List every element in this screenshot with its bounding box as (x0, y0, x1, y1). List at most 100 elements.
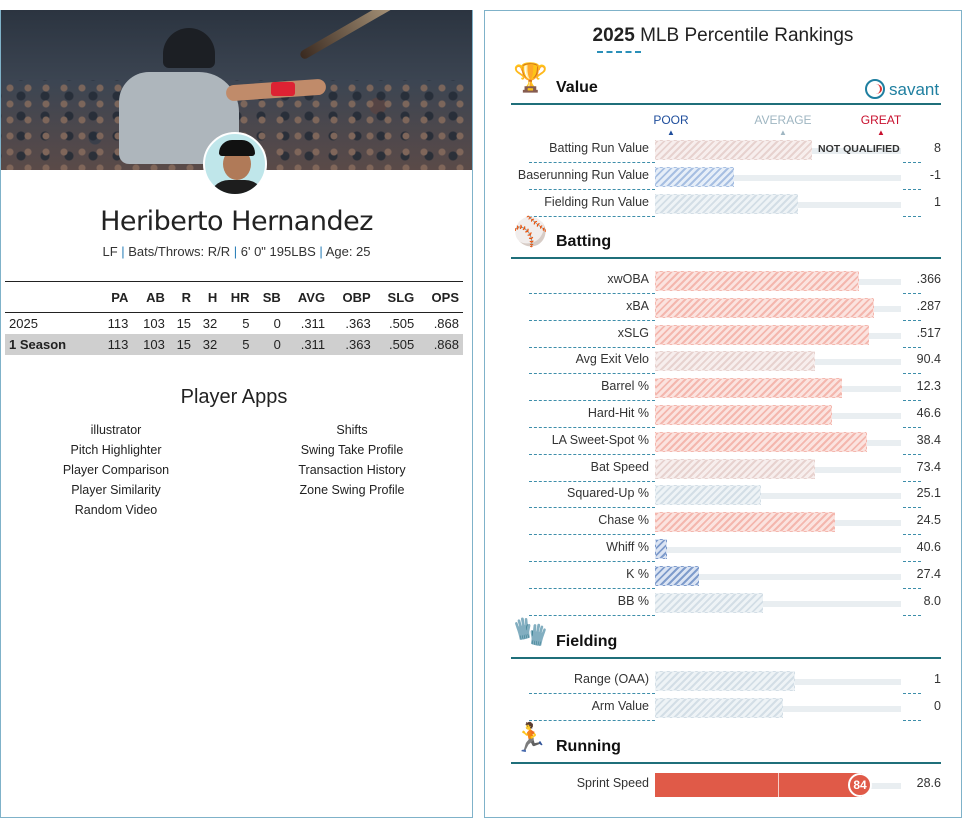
stats-cell: 2025 (9, 315, 38, 331)
percentile-bar (655, 773, 862, 797)
percentile-bar (655, 458, 815, 479)
metric-value: .287 (916, 298, 941, 313)
metric-row[interactable]: Bat Speed 73.4 (485, 455, 961, 482)
metric-value: 24.5 (916, 513, 941, 528)
stats-cell: 5 (242, 315, 250, 331)
metric-row[interactable]: Fielding Run Value 1 (485, 190, 961, 217)
player-headshot (203, 132, 267, 196)
metric-row[interactable]: Avg Exit Velo 90.4 (485, 347, 961, 375)
metric-row[interactable]: Chase % 24.5 (485, 508, 961, 536)
stats-cell: 103 (132, 333, 169, 355)
metric-row[interactable]: Whiff % 40.6 (485, 535, 961, 562)
section-divider (511, 103, 941, 105)
stats-header-cell: R (168, 281, 196, 313)
metric-label: Whiff % (606, 540, 649, 554)
app-link-zone-swing-profile[interactable]: Zone Swing Profile (299, 483, 405, 497)
batter-icon: ⚾ (513, 216, 548, 247)
metric-row[interactable]: Range (OAA) 1 (485, 667, 961, 694)
app-link-transaction-history[interactable]: Transaction History (298, 463, 406, 477)
metric-label: xSLG (617, 325, 649, 340)
metric-label: Arm Value (591, 698, 649, 713)
stats-cell: 5 (221, 333, 254, 355)
stats-cell: 32 (202, 315, 218, 331)
section-divider (511, 762, 941, 764)
savant-logo[interactable]: savant (865, 79, 939, 100)
metric-row[interactable]: Squared-Up % 25.1 (485, 481, 961, 509)
metric-value: 46.6 (916, 406, 941, 420)
metric-label: LA Sweet-Spot % (551, 432, 649, 447)
app-link-player-comparison[interactable]: Player Comparison (62, 463, 170, 477)
great-marker-icon: ▲ (877, 128, 885, 137)
percentile-track (655, 174, 901, 181)
metric-label: Barrel % (601, 379, 649, 394)
player-bio: LF | Bats/Throws: R/R | 6' 0" 195LBS | A… (102, 244, 371, 259)
metric-label: K % (626, 566, 649, 581)
percentile-bar (655, 324, 869, 345)
stats-header-cell (5, 281, 98, 313)
percentile-bar (655, 405, 832, 425)
percentile-bar (655, 378, 842, 399)
metric-label: Chase % (598, 513, 649, 528)
metric-row[interactable]: Barrel % 12.3 (485, 374, 961, 402)
metric-row[interactable]: K % 27.4 (485, 562, 961, 589)
stats-cell: .868 (433, 315, 459, 331)
metric-value: 8 (934, 141, 941, 155)
player-card: Heriberto Hernandez LF | Bats/Throws: R/… (0, 10, 473, 818)
app-link-player-similarity[interactable]: Player Similarity (71, 483, 161, 497)
not-qualified-label: NOT QUALIFIED (818, 143, 900, 155)
app-link-pitch-highlighter[interactable]: Pitch Highlighter (70, 443, 162, 457)
metric-label: Range (OAA) (573, 672, 649, 686)
metric-value: 25.1 (916, 486, 941, 501)
percentile-track (655, 547, 901, 553)
metric-value: .366 (916, 272, 941, 286)
metric-value: 1 (934, 672, 941, 686)
stats-cell: .868 (418, 333, 463, 355)
percentile-bar (655, 193, 798, 214)
scale-great-label: GREAT (860, 113, 902, 127)
metric-row[interactable]: Batting Run Value NOT QUALIFIED 8 (485, 136, 961, 163)
percentile-track (655, 493, 901, 500)
section-title-running: Running (556, 738, 621, 755)
percentile-bar (655, 140, 812, 160)
app-link-illustrator[interactable]: illustrator (90, 423, 142, 437)
stats-cell: .363 (329, 333, 375, 355)
stats-header-cell: OBP (329, 281, 375, 313)
metric-value: -1 (929, 167, 941, 182)
metric-label: Avg Exit Velo (575, 352, 649, 367)
runner-icon: 🏃 (513, 722, 548, 753)
metric-row[interactable]: Hard-Hit % 46.6 (485, 401, 961, 428)
metric-row[interactable]: xwOBA .366 (485, 267, 961, 294)
metric-row[interactable]: Sprint Speed 84 28.6 (485, 771, 961, 798)
rankings-title: 2025 MLB Percentile Rankings (592, 25, 854, 46)
metric-value: .517 (916, 325, 941, 340)
player-apps-title: Player Apps (180, 386, 288, 408)
section-title-fielding: Fielding (556, 633, 618, 650)
metric-row[interactable]: LA Sweet-Spot % 38.4 (485, 428, 961, 455)
stats-cell: .505 (374, 333, 419, 355)
percentile-track (655, 573, 901, 580)
average-marker-icon: ▲ (779, 128, 787, 137)
metric-row[interactable]: BB % 8.0 (485, 589, 961, 616)
percentile-bar (655, 166, 734, 187)
app-link-random-video[interactable]: Random Video (74, 503, 158, 517)
percentile-track (655, 600, 901, 607)
percentile-bar (655, 431, 867, 452)
metric-value: 8.0 (923, 593, 941, 608)
percentile-bar (655, 697, 783, 718)
metric-label: Squared-Up % (567, 486, 649, 501)
metric-row[interactable]: xBA .287 (485, 294, 961, 321)
baseball-icon (865, 79, 885, 99)
metric-row[interactable]: xSLG .517 (485, 321, 961, 348)
stats-cell: 1 Season (5, 333, 98, 355)
metric-row[interactable]: Arm Value 0 (485, 694, 961, 721)
metric-label: Sprint Speed (576, 776, 649, 790)
metric-value: 0 (934, 698, 941, 713)
stats-cell: .311 (300, 315, 326, 331)
metric-label: xwOBA (607, 272, 649, 286)
percentile-bar (655, 671, 795, 691)
app-link-swing-take-profile[interactable]: Swing Take Profile (300, 443, 404, 457)
stats-header-cell: SLG (374, 281, 419, 313)
metric-row[interactable]: Baserunning Run Value -1 (485, 163, 961, 190)
trophy-icon: 🏆 (513, 62, 548, 93)
app-link-shifts[interactable]: Shifts (336, 423, 368, 437)
